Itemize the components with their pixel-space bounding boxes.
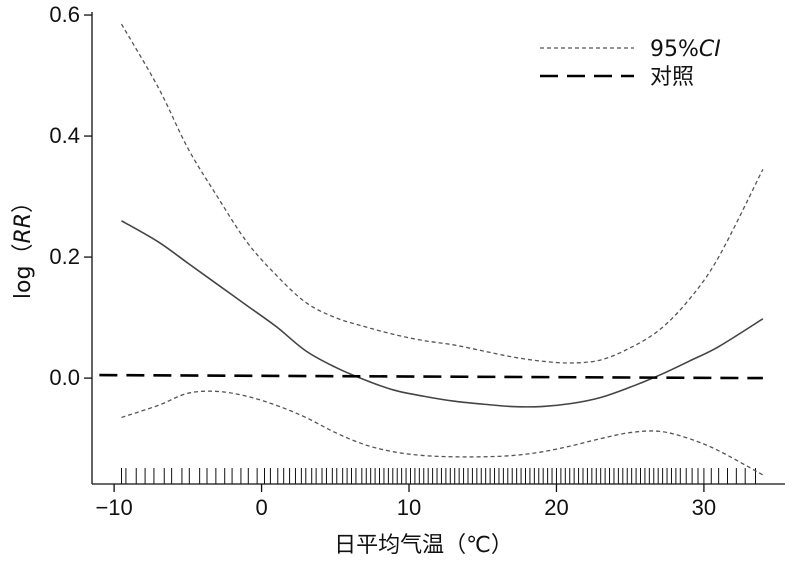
- x-tick-label: −10: [95, 495, 132, 520]
- legend-label-text: 95%: [650, 37, 699, 62]
- series-line-ci-lower: [121, 390, 764, 476]
- axis-titles: 日平均气温（℃） log（RR）: [11, 191, 513, 558]
- x-tick-label: 20: [544, 495, 568, 520]
- y-tick-label: 0.2: [49, 244, 80, 269]
- legend-label: 对照: [650, 65, 694, 90]
- plot-area: [99, 23, 764, 484]
- y-axis-title-prefix: log（: [11, 244, 36, 300]
- y-axis-title: log（RR）: [11, 191, 36, 299]
- x-tick-label: 30: [692, 495, 716, 520]
- x-tick-label: 10: [397, 495, 421, 520]
- series-line-estimate: [121, 220, 764, 408]
- series-line-reference: [99, 373, 763, 380]
- axes: 0.0 0.2 0.4 0.6 −10 0 10 20 30: [49, 2, 785, 520]
- series-line-ci-upper: [120, 23, 764, 364]
- y-tick-label: 0.0: [49, 365, 80, 390]
- x-axis-title: 日平均气温（℃）: [334, 533, 513, 558]
- y-tick-label: 0.4: [49, 123, 80, 148]
- rug: [120, 468, 757, 484]
- x-tick-label: 0: [255, 495, 267, 520]
- y-axis-title-italic: RR: [11, 213, 36, 244]
- y-tick-label: 0.6: [49, 2, 80, 27]
- legend-label-italic: CI: [699, 37, 721, 62]
- legend-label-text: 对照: [650, 65, 694, 90]
- legend-label: 95%CI: [650, 37, 721, 62]
- y-axis-title-suffix: ）: [11, 191, 36, 213]
